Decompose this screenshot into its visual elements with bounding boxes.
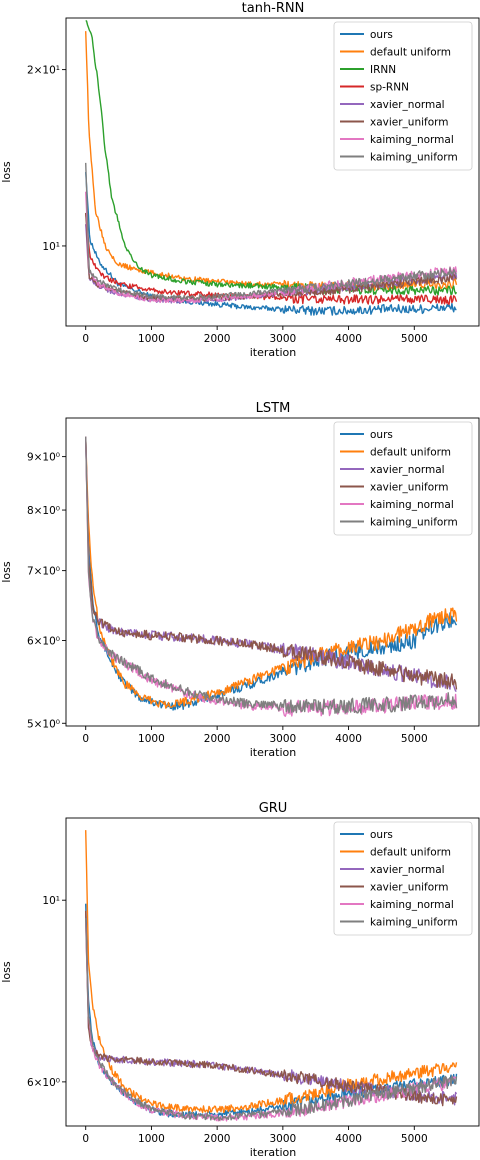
legend-entry: default uniform bbox=[370, 47, 451, 59]
legend-entry: kaiming_uniform bbox=[370, 152, 458, 164]
legend-entry: xavier_uniform bbox=[370, 482, 449, 494]
x-tick-label: 1000 bbox=[138, 1133, 165, 1145]
x-tick-label: 0 bbox=[82, 733, 89, 745]
series-line-default-uniform bbox=[85, 830, 458, 1114]
legend-entry: ours bbox=[370, 29, 393, 41]
series-line-kaiming-uniform bbox=[85, 162, 457, 301]
legend-entry: kaiming_normal bbox=[370, 134, 454, 146]
x-tick-label: 5000 bbox=[401, 1133, 428, 1145]
series-line-ours bbox=[85, 172, 457, 316]
x-tick-label: 3000 bbox=[269, 1133, 296, 1145]
series-line-kaiming-uniform bbox=[85, 436, 458, 715]
legend: ours default uniform xavier_normal xavier_u… bbox=[333, 421, 473, 536]
legend-entry: xavier_normal bbox=[370, 99, 445, 111]
x-tick-label: 2000 bbox=[204, 333, 231, 345]
legend-box bbox=[333, 821, 473, 936]
chart-title: tanh-RNN bbox=[242, 1, 305, 16]
x-tick-label: 0 bbox=[82, 333, 89, 345]
y-axis-label: loss bbox=[0, 161, 13, 183]
plot-frame bbox=[65, 817, 480, 1127]
series-lines bbox=[85, 436, 458, 717]
legend: ours default uniform xavier_normal xavier_u… bbox=[333, 821, 473, 936]
x-tick-label: 3000 bbox=[269, 733, 296, 745]
legend-entry: xavier_uniform bbox=[370, 117, 449, 129]
chart-0: tanh-RNN 0 1000 2000 3000 4000 5000 10¹ 2×10¹ ite… bbox=[0, 1, 480, 359]
x-tick-label: 4000 bbox=[335, 1133, 362, 1145]
y-tick-label: 7×10⁰ bbox=[27, 566, 60, 578]
x-tick-label: 0 bbox=[82, 1133, 89, 1145]
y-tick-label: 6×10⁰ bbox=[27, 1077, 60, 1089]
chart-title: GRU bbox=[259, 801, 288, 816]
chart-1: LSTM 0 1000 2000 3000 4000 5000 5×10⁰ 6×10⁰ 7×10⁰… bbox=[0, 401, 480, 759]
x-tick-label: 2000 bbox=[204, 733, 231, 745]
legend-entry: ours bbox=[370, 829, 393, 841]
series-lines bbox=[85, 830, 458, 1122]
y-tick-label: 8×10⁰ bbox=[27, 505, 60, 517]
y-tick-label: 9×10⁰ bbox=[27, 452, 60, 464]
series-line-kaiming-uniform bbox=[85, 918, 458, 1122]
legend-entry: xavier_uniform bbox=[370, 882, 449, 894]
legend-entry: default uniform bbox=[370, 847, 451, 859]
legend-entry: ours bbox=[370, 429, 393, 441]
series-line-xavier-uniform bbox=[85, 436, 458, 690]
series-line-irnn bbox=[85, 19, 458, 296]
legend-entry: xavier_normal bbox=[370, 464, 445, 476]
x-tick-label: 5000 bbox=[401, 733, 428, 745]
x-axis-label: iteration bbox=[250, 746, 296, 759]
legend-entry: default uniform bbox=[370, 447, 451, 459]
legend-box bbox=[333, 421, 473, 536]
y-tick-label: 2×10¹ bbox=[27, 65, 60, 77]
legend-entry: IRNN bbox=[370, 64, 396, 76]
x-tick-label: 3000 bbox=[269, 333, 296, 345]
legend-entry: kaiming_normal bbox=[370, 899, 454, 911]
y-tick-label: 6×10⁰ bbox=[27, 636, 60, 648]
chart-2: GRU 0 1000 2000 3000 4000 5000 6×10⁰ 10¹ iteratio… bbox=[0, 801, 480, 1159]
x-tick-label: 1000 bbox=[138, 733, 165, 745]
x-tick-label: 4000 bbox=[335, 333, 362, 345]
series-line-default-uniform bbox=[85, 436, 458, 709]
legend-entry: xavier_normal bbox=[370, 864, 445, 876]
plot-frame bbox=[65, 17, 480, 327]
x-axis-label: iteration bbox=[250, 346, 296, 359]
x-tick-label: 4000 bbox=[335, 733, 362, 745]
y-tick-label: 10¹ bbox=[42, 895, 60, 907]
series-line-ours bbox=[85, 903, 458, 1119]
legend-box bbox=[333, 21, 473, 171]
legend-entry: kaiming_uniform bbox=[370, 517, 458, 529]
y-tick-label: 5×10⁰ bbox=[27, 718, 60, 730]
legend: ours default uniform IRNN sp-RNN xavier_norm… bbox=[333, 21, 473, 171]
plot-frame bbox=[65, 417, 480, 727]
legend-entry: kaiming_normal bbox=[370, 499, 454, 511]
x-tick-label: 2000 bbox=[204, 1133, 231, 1145]
legend-entry: kaiming_uniform bbox=[370, 917, 458, 929]
x-axis-label: iteration bbox=[250, 1146, 296, 1159]
y-axis-label: loss bbox=[0, 961, 13, 983]
legend-entry: sp-RNN bbox=[370, 82, 409, 94]
y-axis-label: loss bbox=[0, 561, 13, 583]
series-lines bbox=[85, 19, 458, 316]
y-tick-label: 10¹ bbox=[42, 241, 60, 253]
x-tick-label: 5000 bbox=[401, 333, 428, 345]
x-tick-label: 1000 bbox=[138, 333, 165, 345]
chart-title: LSTM bbox=[256, 401, 291, 416]
